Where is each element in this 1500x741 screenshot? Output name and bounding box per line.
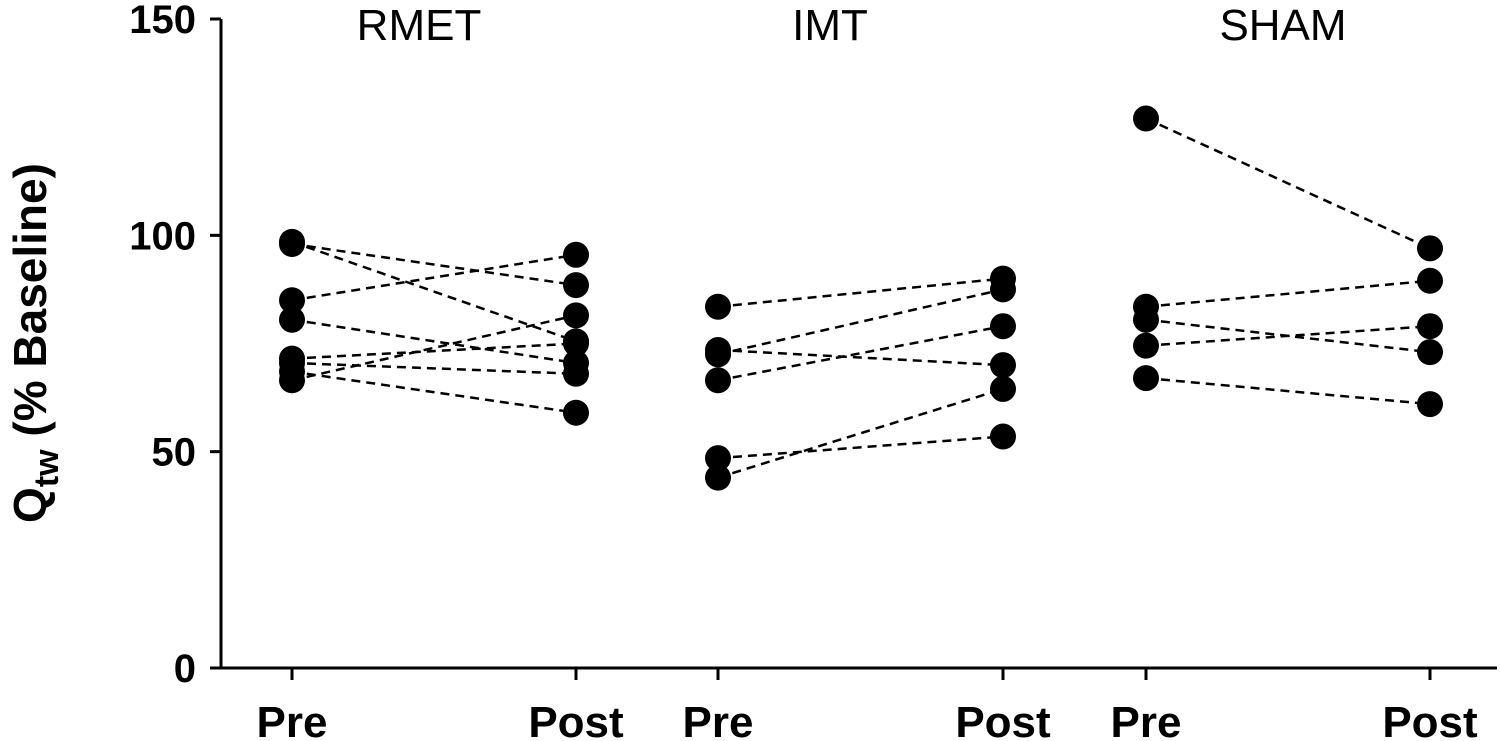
- point-imt-post-4: [990, 423, 1016, 450]
- x-tick-label-pre: Pre: [257, 698, 328, 741]
- point-sham-post-1: [1417, 267, 1443, 294]
- point-sham-pre-3: [1133, 332, 1159, 359]
- group-title-sham: SHAM: [1219, 1, 1346, 50]
- point-rmet-pre-1: [279, 230, 305, 257]
- point-rmet-post-2: [563, 241, 589, 268]
- pair-line-rmet-4: [291, 342, 577, 360]
- pair-line-imt-5: [717, 387, 1004, 479]
- y-tick-label: 0: [174, 647, 196, 691]
- point-rmet-pre-3: [279, 306, 305, 333]
- group-title-rmet: RMET: [357, 1, 482, 50]
- pair-line-rmet-0: [291, 240, 577, 343]
- point-rmet-post-5: [563, 360, 589, 387]
- pair-line-sham-3: [1145, 324, 1431, 347]
- point-rmet-post-4: [563, 330, 589, 357]
- pair-line-sham-4: [1145, 376, 1431, 406]
- pair-line-rmet-3: [291, 318, 577, 365]
- pair-line-rmet-7: [291, 314, 577, 382]
- point-imt-post-5: [990, 375, 1016, 402]
- point-sham-pre-4: [1133, 365, 1159, 392]
- point-imt-post-3: [990, 313, 1016, 340]
- axes: [219, 19, 1497, 670]
- point-rmet-post-7: [563, 302, 589, 329]
- series-lines: [291, 117, 1431, 479]
- point-imt-pre-3: [705, 367, 731, 394]
- pair-line-rmet-2: [291, 253, 577, 302]
- pair-line-rmet-1: [291, 242, 577, 287]
- pair-line-imt-4: [717, 435, 1004, 460]
- point-sham-post-3: [1417, 313, 1443, 340]
- x-ticks: Pre Post Pre Post Pre Post: [257, 668, 1478, 741]
- point-sham-pre-0: [1133, 105, 1159, 132]
- point-sham-post-0: [1417, 235, 1443, 262]
- group-title-imt: IMT: [792, 1, 868, 50]
- pair-line-imt-3: [717, 324, 1004, 382]
- y-axis-title-main: Q: [4, 487, 56, 523]
- x-tick-label-pre: Pre: [1111, 698, 1182, 741]
- pair-line-sham-0: [1145, 117, 1431, 250]
- data-points: [279, 105, 1443, 491]
- x-tick-label-post: Post: [528, 698, 624, 741]
- pair-line-rmet-5: [291, 361, 577, 376]
- pair-line-sham-1: [1145, 279, 1431, 308]
- point-sham-pre-2: [1133, 306, 1159, 333]
- point-imt-pre-5: [705, 464, 731, 491]
- point-rmet-post-6: [563, 399, 589, 426]
- y-tick-label: 100: [129, 214, 196, 258]
- point-imt-post-2: [990, 276, 1016, 303]
- point-sham-post-4: [1417, 391, 1443, 418]
- pair-line-imt-0: [717, 277, 1004, 308]
- pair-line-imt-1: [717, 348, 1004, 367]
- x-tick-label-post: Post: [1382, 698, 1478, 741]
- point-rmet-post-1: [563, 272, 589, 299]
- point-rmet-pre-7: [279, 367, 305, 394]
- pair-line-imt-2: [717, 288, 1004, 356]
- point-imt-pre-2: [705, 341, 731, 368]
- pair-line-rmet-6: [291, 370, 577, 414]
- x-tick-label-post: Post: [955, 698, 1051, 741]
- x-tick-label-pre: Pre: [683, 698, 754, 741]
- y-axis-title-sub: tw: [28, 449, 66, 487]
- group-titles: RMET IMT SHAM: [357, 1, 1347, 50]
- point-imt-pre-0: [705, 293, 731, 320]
- point-imt-pre-4: [705, 445, 731, 472]
- y-axis-title: Qtw (% Baseline): [4, 163, 66, 523]
- y-axis-title-rest: (% Baseline): [4, 163, 56, 449]
- y-ticks: 0 50 100 150: [129, 0, 221, 691]
- point-sham-post-2: [1417, 339, 1443, 366]
- y-tick-label: 50: [152, 431, 197, 475]
- point-imt-post-1: [990, 352, 1016, 379]
- y-tick-label: 150: [129, 0, 196, 42]
- point-rmet-pre-2: [279, 287, 305, 314]
